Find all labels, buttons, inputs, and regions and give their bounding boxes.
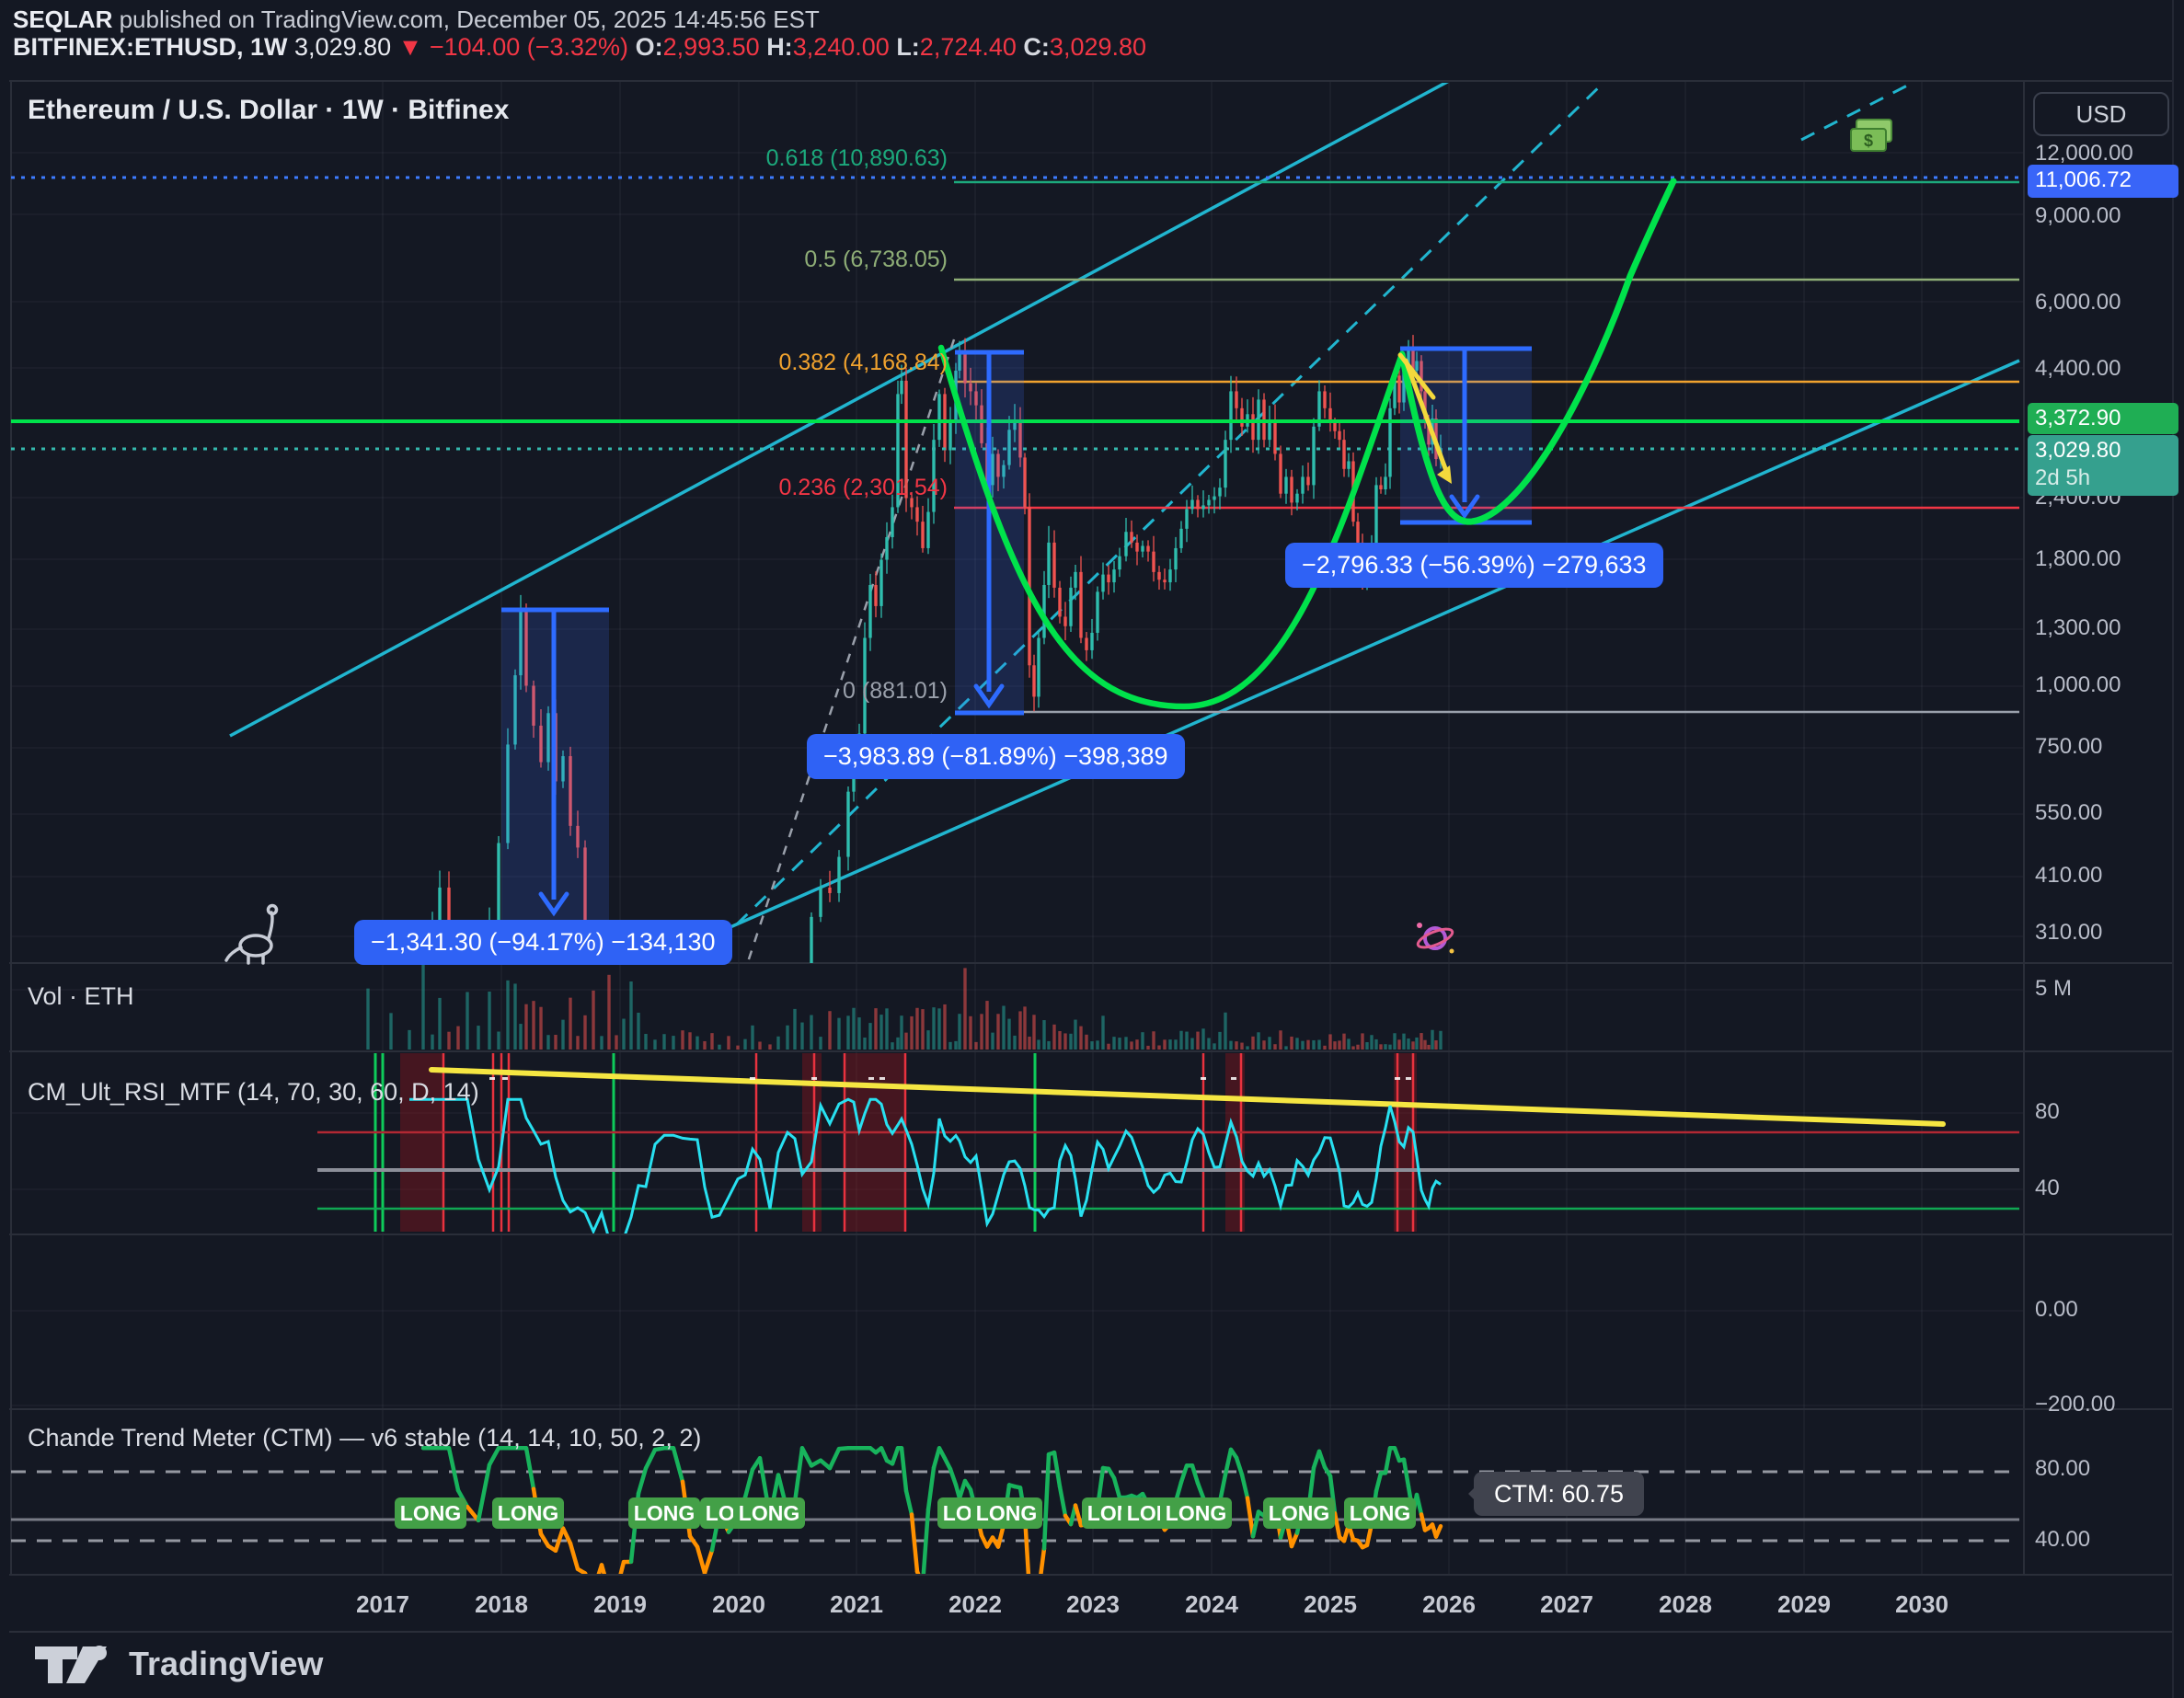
symbol-header: BITFINEX:ETHUSD, 1W 3,029.80 ▼ −104.00 (… [13,33,1146,62]
publish-info: published on TradingView.com, December 0… [112,6,820,33]
chart-title: Ethereum / U.S. Dollar · 1W · Bitfinex [28,95,510,125]
axis-label: 80 [2035,1099,2060,1124]
axis-label: 80.00 [2035,1456,2091,1481]
ctm-value-tooltip: CTM: 60.75 [1467,1472,1645,1516]
low-value: 2,724.40 [919,33,1017,61]
long-badge: LONG [628,1497,700,1529]
tradingview-wordmark[interactable]: TradingView [129,1645,324,1682]
cup-1 [937,344,1406,710]
volume-pane [366,965,1443,1050]
long-badge: LONG [1344,1497,1416,1529]
dino-icon [224,903,279,965]
measurement-label-3[interactable]: −2,796.33 (−56.39%) −279,633 [1285,543,1663,588]
year-label-2026[interactable]: 2026 [1422,1590,1476,1618]
year-label-2022[interactable]: 2022 [948,1590,1002,1618]
currency-button[interactable]: USD [2033,92,2169,136]
svg-text:$: $ [1864,132,1873,150]
symbol-name[interactable]: BITFINEX:ETHUSD, 1W [13,33,288,61]
year-label-2030[interactable]: 2030 [1895,1590,1948,1618]
axis-label: 0.00 [2035,1297,2078,1322]
comet-icon [1416,923,1454,954]
axis-label: 40.00 [2035,1527,2091,1552]
ctm-pane-label[interactable]: Chande Trend Meter (CTM) — v6 stable (14… [28,1424,702,1451]
price-change: ▼ −104.00 (−3.32%) [397,33,629,61]
year-label-2021[interactable]: 2021 [830,1590,883,1618]
long-badge: LONG [1263,1497,1335,1529]
axis-label: 550.00 [2035,800,2103,825]
long-badge: LONG [971,1497,1042,1529]
axis-label: 1,000.00 [2035,672,2121,697]
price-tag: 3,372.90 [2028,403,2178,434]
measurement-label-2[interactable]: −3,983.89 (−81.89%) −398,389 [807,734,1185,779]
long-badge: LONG [1160,1497,1232,1529]
cup-2 [1398,178,1677,525]
lower-solid [648,359,2020,963]
year-label-2024[interactable]: 2024 [1185,1590,1238,1618]
grid [11,81,2024,1575]
author-name: SEQLAR [13,6,113,33]
gray-dashed [746,330,959,963]
close-label: C: [1023,33,1050,61]
year-label-2028[interactable]: 2028 [1659,1590,1712,1618]
year-label-2023[interactable]: 2023 [1066,1590,1120,1618]
last-price: 3,029.80 [294,33,392,61]
long-badge: LONG [395,1497,466,1529]
rsi-pane [317,1053,2019,1233]
year-label-2025[interactable]: 2025 [1304,1590,1357,1618]
axis-label: −200.00 [2035,1392,2116,1417]
money-icon: $ [1850,119,1892,152]
axis-label: 1,300.00 [2035,615,2121,640]
axis-label: 6,000.00 [2035,290,2121,315]
fib-label-0.236[interactable]: 0.236 (2,301.54) [778,475,948,500]
axis-label: 12,000.00 [2035,141,2133,166]
price-tag: 11,006.72 [2028,165,2178,198]
high-label: H: [766,33,793,61]
year-label-2019[interactable]: 2019 [593,1590,647,1618]
fib-label-0.382[interactable]: 0.382 (4,168.84) [778,350,948,375]
upper-dashed [1800,83,1916,142]
axis-label: 9,000.00 [2035,203,2121,228]
long-badge: LONG [733,1497,805,1529]
long-badge: LONG [492,1497,564,1529]
rsi-trendline [429,1067,1946,1127]
measurement-label-1[interactable]: −1,341.30 (−94.17%) −134,130 [354,920,732,965]
main-pane [11,83,2020,963]
axis-label: 750.00 [2035,734,2103,759]
year-label-2027[interactable]: 2027 [1540,1590,1593,1618]
low-label: L: [896,33,920,61]
price-tag: 3,029.80 2d 5h [2028,435,2178,496]
chart-icons: $ [224,119,1892,965]
open-value: 2,993.50 [662,33,760,61]
high-value: 3,240.00 [792,33,890,61]
axis-label: 4,400.00 [2035,356,2121,381]
fib-label-0[interactable]: 0 (881.01) [843,678,948,704]
measure-box [955,350,1024,716]
year-label-2029[interactable]: 2029 [1777,1590,1831,1618]
axis-label: 1,800.00 [2035,546,2121,571]
fib-label-0.5[interactable]: 0.5 (6,738.05) [804,247,948,272]
upper-solid [229,83,1449,738]
publish-header: SEQLAR published on TradingView.com, Dec… [13,6,820,34]
year-label-2018[interactable]: 2018 [475,1590,528,1618]
axis-label: 40 [2035,1176,2060,1200]
year-label-2017[interactable]: 2017 [356,1590,409,1618]
year-label-2020[interactable]: 2020 [712,1590,765,1618]
measure-box [501,607,609,920]
axis-label: 5 M [2035,976,2073,1001]
rsi-pane-label[interactable]: CM_Ult_RSI_MTF (14, 70, 30, 60, D, 14) [28,1078,479,1106]
yellow-arrow [1397,352,1452,484]
volume-pane-label[interactable]: Vol · ETH [28,982,134,1010]
axis-label: 310.00 [2035,920,2103,945]
open-label: O: [635,33,663,61]
axis-label: 410.00 [2035,863,2103,888]
rsi-line [409,1097,1442,1233]
close-value: 3,029.80 [1049,33,1147,61]
fib-label-0.618[interactable]: 0.618 (10,890.63) [765,145,948,171]
tradingview-logo-icon[interactable] [33,1643,125,1685]
